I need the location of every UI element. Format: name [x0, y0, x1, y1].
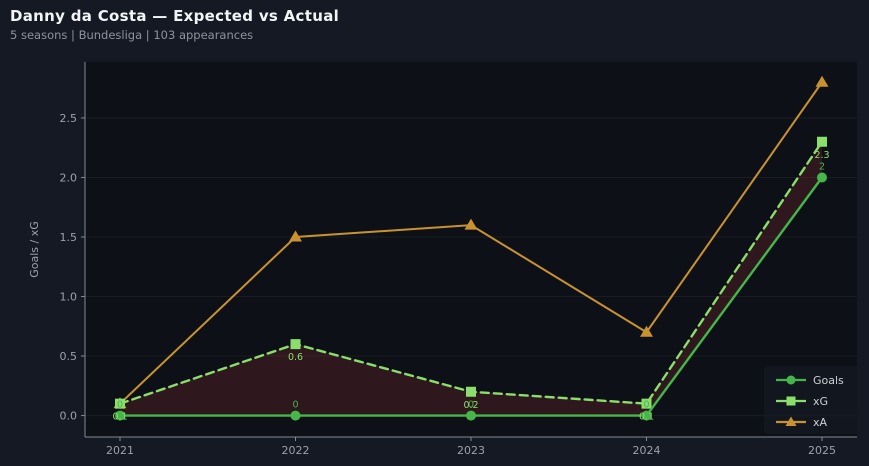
xg-point-label: 0.1 [112, 412, 127, 423]
xg-point-label: 0.2 [463, 400, 478, 411]
series-xg-marker [817, 136, 827, 147]
series-xg-marker [466, 386, 476, 397]
legend-label-xa: xA [813, 416, 828, 429]
series-xg-marker [641, 398, 652, 409]
series-goals-marker [641, 410, 652, 421]
goals-point-label: 0 [643, 400, 649, 411]
legend-label-goals: Goals [813, 374, 844, 387]
y-tick-label: 0.5 [60, 350, 78, 363]
chart-title: Danny da Costa — Expected vs Actual [10, 7, 340, 25]
series-xa-marker [289, 230, 302, 242]
series-goals-marker [115, 410, 125, 421]
x-tick-label: 2021 [106, 444, 134, 457]
series-goals-marker [817, 172, 827, 183]
goals-point-label: 0 [117, 400, 123, 411]
plot-area [85, 62, 857, 437]
series-xg-marker [290, 339, 301, 350]
series-xa-marker [464, 218, 478, 230]
goals-point-label: 0 [468, 400, 474, 411]
series-xg-marker [115, 398, 125, 409]
y-tick-label: 1.5 [60, 231, 78, 244]
series-goals-marker [466, 410, 476, 421]
y-tick-label: 1.0 [60, 291, 78, 304]
goals-point-label: 2 [819, 161, 825, 172]
goals-point-label: 0 [292, 400, 298, 411]
xg-point-label: 0.6 [288, 352, 303, 363]
legend-square-icon [786, 396, 796, 406]
legend-circle-icon [786, 375, 796, 385]
y-tick-label: 0.0 [60, 410, 78, 423]
series-xa-marker [640, 325, 653, 337]
x-tick-label: 2025 [808, 444, 836, 457]
xg-point-label: 2.3 [814, 150, 829, 161]
x-tick-label: 2022 [282, 444, 310, 457]
series-xa-marker [815, 75, 829, 87]
y-tick-label: 2.5 [60, 112, 78, 125]
y-tick-label: 2.0 [60, 171, 78, 184]
y-axis-label: Goals / xG [28, 221, 41, 278]
series-goals-marker [290, 410, 301, 421]
x-tick-label: 2023 [457, 444, 485, 457]
legend-label-xg: xG [813, 395, 828, 408]
chart-subtitle: 5 seasons | Bundesliga | 103 appearances [10, 28, 254, 42]
x-tick-label: 2024 [633, 444, 661, 457]
legend-triangle-icon [785, 416, 797, 426]
chart-header: Danny da Costa — Expected vs Actual 5 se… [10, 6, 339, 43]
xg-point-label: 0.1 [639, 412, 654, 423]
